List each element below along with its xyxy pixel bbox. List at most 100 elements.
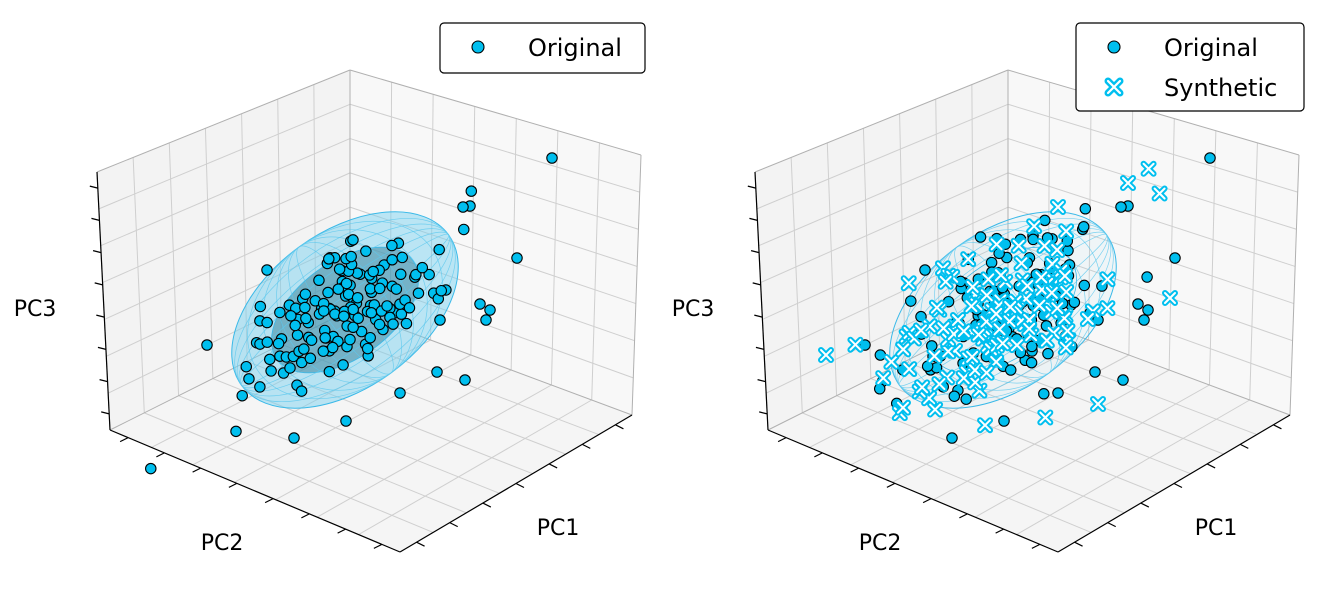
data-point-synthetic [847, 336, 864, 353]
synthetic-marker-core [1142, 162, 1155, 175]
axis-tick [96, 314, 105, 318]
right-3d-scatter-panel: PC3 PC2 PC1 Original Synthetic [672, 22, 1305, 556]
gridline [802, 412, 1092, 533]
data-point-original [387, 318, 399, 330]
legend: Original [439, 22, 646, 74]
gridline [899, 113, 906, 362]
data-point-synthetic [1031, 297, 1048, 314]
gridline [790, 157, 803, 413]
legend-marker-synthetic-core [1106, 79, 1122, 95]
synthetic-marker-core [994, 269, 1007, 282]
data-point-synthetic [1090, 396, 1106, 412]
gridline [277, 99, 282, 345]
synthetic-marker-core [1101, 302, 1114, 315]
legend-label-synthetic: Synthetic [1164, 74, 1277, 102]
gridline [836, 395, 1125, 514]
synthetic-marker-core [979, 419, 992, 432]
data-point-original [474, 298, 486, 310]
data-point-original [318, 305, 330, 317]
axis-tick [1240, 443, 1249, 449]
back-right-pane [350, 70, 641, 415]
synthetic-marker-core [885, 355, 898, 368]
data-point-original [364, 331, 376, 344]
data-point-original [435, 284, 448, 297]
data-point-synthetic [1059, 322, 1076, 339]
data-point-synthetic [914, 379, 931, 396]
gridline [510, 118, 517, 371]
data-point-synthetic [992, 267, 1009, 284]
data-point-synthetic [977, 417, 994, 434]
synthetic-marker-core [990, 307, 1003, 320]
data-point-original [1079, 203, 1092, 215]
gridline [1007, 103, 1298, 193]
gridline [470, 106, 476, 356]
data-point-original [946, 432, 958, 444]
data-point-original [434, 314, 446, 326]
gridline [349, 138, 639, 230]
gridline [1128, 106, 1134, 356]
data-point-original [410, 268, 422, 281]
data-point-original [1132, 298, 1144, 310]
data-point-synthetic [1019, 277, 1036, 294]
data-point-original [1038, 388, 1050, 400]
data-point-original [1042, 347, 1054, 360]
data-point-synthetic [955, 323, 972, 340]
data-point-synthetic [927, 401, 944, 418]
legend-marker-original [1107, 40, 1121, 54]
data-point-original [1027, 233, 1039, 246]
gridline [756, 103, 1009, 210]
gridline [870, 378, 1158, 494]
gridline [178, 395, 467, 514]
data-point-original [373, 318, 386, 331]
synthetic-marker-core [966, 350, 979, 363]
legend: Original Synthetic [1075, 22, 1305, 112]
synthetic-marker-core [980, 366, 993, 379]
synthetic-marker-core [937, 322, 950, 335]
synthetic-marker-core [972, 328, 985, 341]
data-point-original [265, 365, 277, 377]
data-point-original [373, 282, 386, 295]
data-point-original [1115, 201, 1127, 213]
pane-edge [631, 154, 642, 416]
data-point-synthetic [1057, 339, 1074, 356]
data-point-original [337, 359, 349, 371]
axis-tick [1107, 522, 1116, 528]
data-point-synthetic [1099, 271, 1116, 288]
data-point-original [381, 300, 393, 312]
data-point-original [322, 286, 334, 299]
data-point-original [351, 291, 364, 304]
gridline [100, 138, 351, 247]
data-point-synthetic [1099, 300, 1116, 317]
gridline [1007, 138, 1297, 230]
data-point-original [261, 264, 273, 276]
data-point-original [394, 268, 407, 281]
synthetic-marker-core [1060, 285, 1073, 298]
data-point-original [361, 342, 374, 355]
synthetic-marker-core [1023, 322, 1036, 335]
data-point-synthetic [1162, 290, 1178, 306]
data-point-original [272, 337, 285, 350]
y-axis-line [767, 429, 1059, 553]
data-point-original [431, 366, 443, 378]
data-point-original [484, 304, 496, 316]
axis-tick [99, 379, 108, 383]
axis-tick [94, 282, 103, 286]
data-point-synthetic [967, 374, 984, 391]
data-point-original [298, 343, 310, 355]
gridline [1249, 142, 1258, 401]
synthetic-marker-core [969, 376, 982, 389]
axis-tick [959, 513, 968, 519]
data-point-original [299, 288, 312, 300]
synthetic-marker-core [877, 372, 890, 385]
data-point-synthetic [894, 399, 911, 416]
gridline [241, 113, 248, 362]
data-point-original [423, 268, 435, 281]
data-point-original [344, 333, 356, 346]
data-point-synthetic [818, 347, 834, 363]
left-3d-scatter-panel: PC3 PC2 PC1 Original [14, 22, 646, 556]
gridline [98, 103, 351, 210]
gridline [762, 206, 1009, 320]
data-point-original [274, 306, 286, 319]
synthetic-marker-core [1038, 239, 1051, 252]
original-points [145, 152, 558, 475]
